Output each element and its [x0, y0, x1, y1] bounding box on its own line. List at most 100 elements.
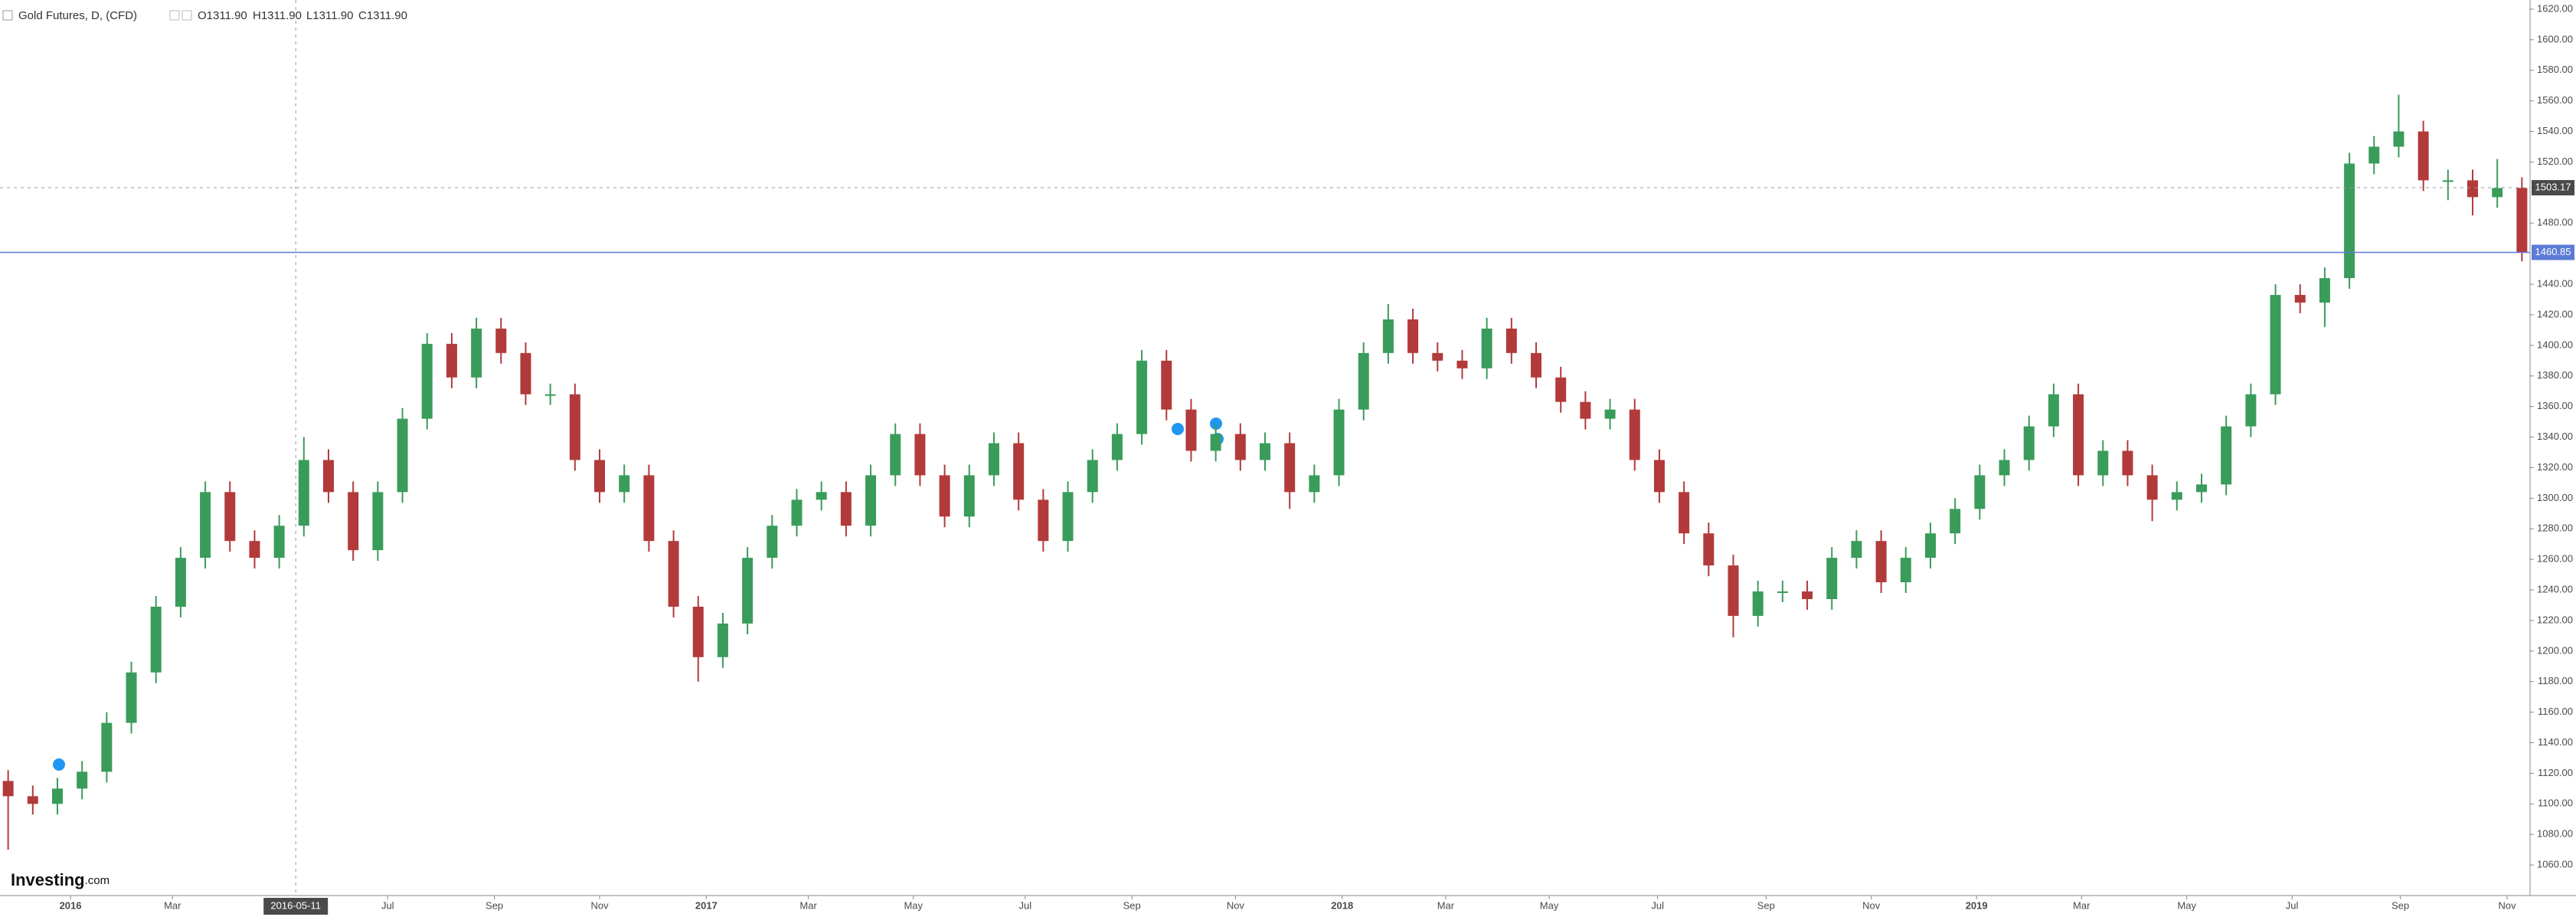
candle-body: [1481, 328, 1492, 368]
candle-body: [767, 526, 778, 558]
candle-body: [1309, 475, 1320, 493]
y-tick-label: 1080.00: [2537, 828, 2573, 840]
candle-body: [1382, 319, 1394, 353]
candle-body: [2270, 295, 2281, 395]
x-tick-label: Sep: [1123, 899, 1141, 911]
y-tick-label: 1120.00: [2538, 767, 2573, 778]
y-tick-label: 1440.00: [2537, 277, 2573, 289]
candle-body: [2319, 278, 2330, 303]
candle-body: [1851, 541, 1862, 558]
candle-body: [2195, 484, 2207, 493]
candle-body: [224, 492, 236, 542]
y-tick-label: 1340.00: [2537, 431, 2573, 442]
y-tick-label: 1100.00: [2538, 797, 2573, 809]
candle-body: [1013, 443, 1025, 500]
candle-body: [495, 328, 507, 353]
candle-body: [816, 492, 827, 500]
x-tick-label: May: [2177, 899, 2196, 911]
candle-body: [77, 771, 88, 789]
candle-body: [2492, 188, 2503, 198]
candle-body: [988, 443, 999, 476]
candle-body: [2442, 180, 2453, 182]
y-tick-label: 1520.00: [2537, 156, 2573, 167]
y-tick-label: 1220.00: [2537, 614, 2573, 625]
candle-body: [2122, 450, 2133, 476]
x-tick-label: Mar: [799, 899, 817, 911]
candle-body: [1728, 565, 1739, 616]
candle-body: [2393, 131, 2404, 147]
x-tick-label: Mar: [2073, 899, 2091, 911]
candle-body: [200, 492, 211, 558]
candle-body: [1900, 558, 1911, 583]
ohlc-low: L1311.90: [306, 9, 353, 22]
candle-body: [914, 434, 926, 476]
candle-body: [2073, 394, 2084, 476]
x-tick-label: May: [1540, 899, 1559, 911]
y-tick-label: 1360.00: [2537, 400, 2573, 411]
y-tick-label: 1620.00: [2537, 2, 2573, 14]
x-tick-label: Jul: [381, 899, 394, 911]
candle-body: [1185, 409, 1197, 451]
crosshair-x-label: 2016-05-11: [270, 899, 321, 911]
close-icon[interactable]: [181, 10, 192, 21]
collapse-icon[interactable]: [2, 10, 13, 21]
candle-body: [791, 499, 803, 526]
candle-body: [1087, 460, 1098, 493]
x-tick-label: Nov: [1862, 899, 1881, 911]
candle-body: [1284, 443, 1296, 493]
candle-body: [397, 418, 408, 493]
candle-body: [421, 343, 433, 419]
candle-body: [1679, 492, 1690, 534]
y-tick-label: 1300.00: [2537, 492, 2573, 503]
candle-body: [446, 343, 457, 378]
x-tick-label: Sep: [1757, 899, 1775, 911]
candle-body: [2417, 131, 2429, 181]
candle-body: [1974, 475, 1986, 509]
x-tick-label: Sep: [2391, 899, 2409, 911]
candle-body: [1875, 541, 1887, 583]
settings-icon[interactable]: [169, 10, 180, 21]
candle-body: [101, 722, 113, 772]
x-tick-label: Jul: [2286, 899, 2299, 911]
chart-title: Gold Futures, D, (CFD): [18, 9, 137, 22]
candle-body: [175, 558, 186, 607]
candle-body: [2344, 163, 2355, 279]
candle-body: [520, 352, 531, 395]
candle-body: [372, 492, 384, 551]
candle-body: [1358, 352, 1369, 410]
candle-body: [126, 672, 137, 723]
x-tick-label: Nov: [590, 899, 609, 911]
candle-body: [1407, 319, 1419, 353]
x-tick-label: Mar: [164, 899, 181, 911]
event-icon[interactable]: [53, 758, 65, 771]
x-tick-label: Sep: [485, 899, 503, 911]
candle-body: [544, 394, 556, 396]
candle-body: [668, 541, 679, 607]
candle-body: [2048, 394, 2059, 427]
candle-body: [2294, 295, 2306, 303]
y-tick-label: 1400.00: [2537, 339, 2573, 350]
candle-body: [323, 460, 335, 493]
candle-body: [717, 623, 728, 657]
candle-body: [1629, 409, 1640, 460]
candle-body: [1210, 434, 1221, 451]
candle-body: [2368, 146, 2380, 164]
candle-body: [348, 492, 359, 551]
candle-body: [569, 394, 580, 460]
candle-body: [1234, 434, 1246, 460]
candle-body: [1950, 509, 1961, 534]
price-label-box: [2532, 244, 2574, 260]
candle-body: [692, 606, 704, 657]
y-tick-label: 1320.00: [2537, 461, 2573, 473]
candle-body: [742, 558, 754, 624]
event-icon[interactable]: [1172, 423, 1184, 435]
candle-body: [840, 492, 852, 526]
candle-body: [51, 788, 63, 804]
candle-body: [1062, 492, 1074, 542]
price-label: 1460.85: [2535, 246, 2571, 257]
candle-body: [2097, 450, 2109, 476]
x-tick-label: Jul: [1651, 899, 1664, 911]
crosshair-x-box: [263, 898, 329, 915]
candle-body: [1038, 499, 1049, 542]
candle-body: [2221, 426, 2232, 485]
